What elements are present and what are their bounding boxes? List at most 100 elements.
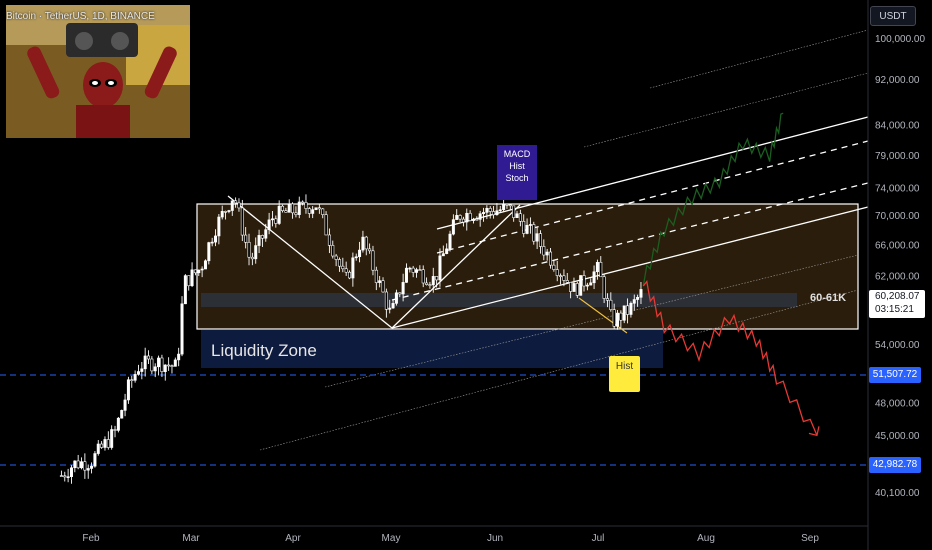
price-tick-label: 70,000.00	[875, 211, 920, 222]
candle-down	[250, 256, 254, 260]
candle-up	[116, 417, 120, 431]
candle-up	[177, 353, 181, 361]
time-tick-label: May	[382, 533, 401, 544]
candle-down	[150, 358, 154, 372]
candle-down	[522, 221, 526, 234]
candle-up	[190, 269, 194, 287]
zone-range-label: 60-61K	[810, 292, 847, 304]
candle-down	[321, 208, 325, 215]
candle-down	[626, 305, 630, 315]
trend-midlines	[391, 140, 869, 301]
candle-down	[425, 282, 429, 285]
candle-down	[307, 208, 311, 214]
candle-up	[136, 371, 140, 375]
price-tick-label: 48,000.00	[875, 399, 920, 410]
candle-up	[86, 468, 90, 471]
candle-down	[324, 214, 328, 236]
candle-down	[247, 241, 251, 258]
candle-up	[451, 219, 455, 235]
candle-down	[130, 379, 134, 382]
candle-up	[69, 467, 73, 477]
candle-down	[384, 291, 388, 310]
candle-down	[488, 208, 492, 212]
price-axis[interactable]: 100,000.00 92,000.00 84,000.00 79,000.00 74,…	[875, 34, 925, 499]
candle-up	[388, 307, 392, 310]
candle-up	[391, 303, 395, 309]
candle-up	[227, 210, 231, 212]
scenario-paths	[642, 112, 820, 437]
candle-up	[214, 235, 218, 243]
trend-channel	[227, 116, 869, 329]
price-tick-label: 74,000.00	[875, 183, 920, 194]
candle-up	[110, 429, 114, 448]
candle-up	[354, 256, 358, 259]
candle-up	[579, 275, 583, 296]
bearish-scenario-path	[642, 279, 818, 436]
macd-text: MACD	[503, 149, 531, 159]
price-tick-label: 92,000.00	[875, 75, 920, 86]
candle-down	[374, 269, 378, 283]
candle-up	[401, 282, 405, 295]
candle-up	[482, 212, 486, 214]
candle-up	[351, 257, 355, 279]
price-tick-label: 100,000.00	[875, 34, 925, 45]
candle-down	[240, 207, 244, 236]
macd-hist-stoch-label: MACD Hist Stoch	[497, 145, 537, 200]
candle-down	[59, 475, 63, 477]
candle-up	[311, 209, 315, 214]
candle-up	[153, 366, 157, 372]
candle-down	[244, 234, 248, 243]
bearish-arrowhead	[808, 426, 820, 437]
candle-up	[220, 211, 224, 218]
liquidity-zone-box	[201, 330, 663, 368]
candle-down	[63, 475, 67, 478]
stoch-text: Stoch	[505, 173, 529, 183]
candle-up	[629, 302, 633, 315]
candle-down	[461, 218, 465, 223]
candle-up	[404, 267, 408, 283]
price-tick-label: 79,000.00	[875, 151, 920, 162]
candle-up	[257, 235, 261, 246]
candle-down	[147, 355, 151, 360]
candle-down	[609, 299, 613, 310]
candle-up	[267, 219, 271, 231]
candle-up	[616, 312, 620, 327]
candle-up	[478, 213, 482, 220]
candle-down	[304, 202, 308, 209]
candle-down	[187, 275, 191, 287]
candle-up	[314, 207, 318, 210]
time-tick-label: Jun	[487, 533, 503, 544]
candle-down	[281, 205, 285, 211]
time-tick-label: Aug	[697, 533, 715, 544]
candle-down	[301, 201, 305, 204]
candle-up	[585, 284, 589, 287]
candle-down	[538, 233, 542, 247]
candle-down	[435, 276, 439, 281]
candle-down	[348, 271, 352, 279]
candle-up	[73, 460, 77, 469]
candle-up	[639, 289, 643, 298]
candle-down	[106, 439, 110, 448]
candle-up	[448, 233, 452, 250]
wedge-line	[578, 297, 628, 334]
candle-up	[254, 245, 258, 260]
hist-label: Hist	[609, 356, 640, 392]
candle-up	[528, 224, 532, 226]
candle-up	[415, 269, 419, 273]
candle-down	[344, 268, 348, 273]
candle-down	[294, 212, 298, 215]
candle-up	[525, 224, 529, 234]
deadpool-image	[6, 5, 190, 138]
candle-down	[260, 235, 264, 239]
candle-up	[80, 461, 84, 469]
price-tick-label: 45,000.00	[875, 431, 920, 442]
candle-up	[358, 249, 362, 258]
time-axis[interactable]: Feb Mar Apr May Jun Jul Aug Sep	[82, 533, 819, 544]
candle-up	[163, 364, 167, 372]
candle-up	[207, 242, 211, 262]
currency-button[interactable]: USDT	[870, 6, 916, 26]
candles	[59, 194, 643, 484]
candle-up	[103, 439, 107, 448]
candle-up	[572, 283, 576, 292]
